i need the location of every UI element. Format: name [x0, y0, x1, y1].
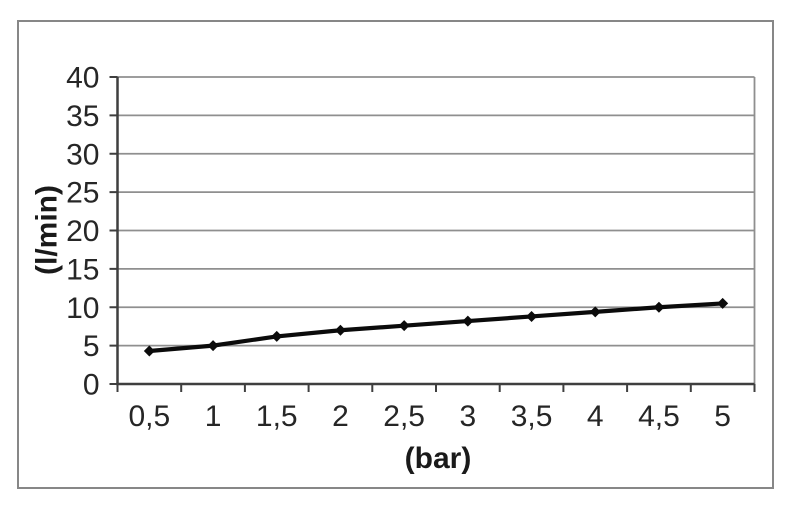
axes [109, 76, 756, 392]
y-tick-label: 25 [66, 177, 99, 210]
series-line [147, 301, 725, 354]
y-tick-label: 5 [83, 330, 100, 363]
data-point-marker [398, 320, 410, 332]
data-series [143, 297, 729, 357]
data-point-marker [589, 306, 601, 318]
x-tick-label: 2,5 [383, 400, 425, 433]
x-tick-label: 4,5 [638, 400, 680, 433]
y-tick-label: 30 [66, 138, 99, 171]
data-point-marker [526, 310, 538, 322]
x-tick-label: 1 [205, 400, 222, 433]
data-point-marker [462, 315, 474, 327]
y-axis-title: (l/min) [31, 185, 64, 275]
data-point-marker [271, 330, 283, 342]
x-axis-tick-labels: 0,5 1 1,5 2 2,5 3 3,5 4 4,5 5 [128, 400, 731, 433]
x-tick-label: 1,5 [256, 400, 298, 433]
x-tick-label: 3 [460, 400, 477, 433]
x-tick-label: 2 [332, 400, 349, 433]
y-tick-label: 35 [66, 100, 99, 133]
data-point-marker [334, 324, 346, 336]
y-tick-label: 0 [83, 369, 100, 402]
chart-frame-border [17, 20, 774, 489]
y-axis-tick-labels: 0 5 10 15 20 25 30 35 40 [66, 62, 99, 402]
x-tick-label: 5 [714, 400, 731, 433]
y-tick-label: 15 [66, 253, 99, 286]
y-tick-label: 20 [66, 215, 99, 248]
data-point-marker [653, 301, 665, 313]
y-tick-label: 10 [66, 292, 99, 325]
data-point-marker [717, 297, 729, 309]
x-axis-title: (bar) [405, 442, 472, 475]
data-point-marker [207, 340, 219, 352]
x-tick-label: 3,5 [511, 400, 553, 433]
x-tick-label: 4 [587, 400, 604, 433]
data-point-marker [143, 345, 155, 357]
y-tick-label: 40 [66, 62, 99, 95]
x-tick-label: 0,5 [128, 400, 170, 433]
